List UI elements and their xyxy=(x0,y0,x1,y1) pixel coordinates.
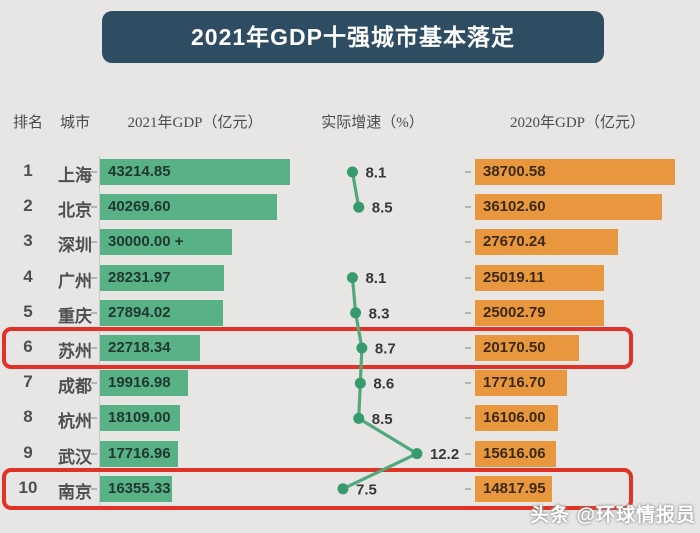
gdp2021-tick xyxy=(91,171,97,173)
growth-value-label: 8.5 xyxy=(372,200,393,217)
gdp2021-tick xyxy=(91,452,97,455)
growth-point xyxy=(353,412,365,424)
city-label: 北京 xyxy=(58,201,92,221)
rank-label: 9 xyxy=(23,442,33,462)
gdp2020-tick xyxy=(465,487,471,490)
gdp2021-tick xyxy=(91,276,97,279)
growth-value-label: 8.1 xyxy=(365,270,386,287)
city-label: 广州 xyxy=(58,271,92,291)
gdp2021-bar: 16355.33 xyxy=(100,475,172,502)
growth-value-label: 8.3 xyxy=(369,305,390,322)
gdp2020-bar: 25002.79 xyxy=(475,299,605,326)
gdp2021-tick xyxy=(91,206,97,209)
growth-value-label: 12.2 xyxy=(430,446,459,463)
gdp2021-bar: 40269.60 xyxy=(100,194,278,221)
city-label: 苏州 xyxy=(58,342,92,361)
gdp2020-bar: 15616.06 xyxy=(475,440,556,467)
rank-label: 6 xyxy=(23,337,33,356)
rank-label: 7 xyxy=(23,372,33,392)
gdp2021-tick xyxy=(91,241,97,244)
rank-label: 8 xyxy=(23,407,33,427)
gdp2020-bar: 38700.58 xyxy=(475,159,675,185)
watermark: 头条 @环球情报员 xyxy=(530,505,696,526)
page-title: 2021年GDP十强城市基本落定 xyxy=(102,11,604,63)
gdp2020-bar: 36102.60 xyxy=(475,194,662,221)
gdp2021-tick xyxy=(91,311,97,314)
rank-label: 1 xyxy=(23,161,33,180)
city-label: 上海 xyxy=(58,166,92,185)
gdp2021-bar: 18109.00 xyxy=(100,405,180,432)
gdp2020-tick xyxy=(465,206,471,209)
growth-line-chart: 8.1 8.5 8.1 8.3 8.7 8.6 8.5 12.2 7.5 xyxy=(337,165,459,498)
city-label: 南京 xyxy=(58,482,92,502)
gdp2020-tick xyxy=(465,311,471,314)
gdp2021-tick xyxy=(91,487,97,490)
gdp2021-tick xyxy=(91,382,97,385)
gdp2021-bar: 22718.34 xyxy=(100,335,200,361)
growth-value-label: 8.7 xyxy=(375,341,396,358)
city-label: 深圳 xyxy=(58,236,92,256)
growth-value-label: 7.5 xyxy=(356,481,377,498)
rank-label: 2 xyxy=(23,196,33,216)
growth-value-label: 8.1 xyxy=(365,165,386,182)
gdp2021-bar: 17716.96 xyxy=(100,440,178,467)
gdp2020-tick xyxy=(465,382,471,385)
gdp2020-tick xyxy=(465,171,471,173)
gdp2021-bar: 28231.97 xyxy=(100,264,225,291)
gdp2020-bar: 17716.70 xyxy=(475,370,567,397)
rank-label: 4 xyxy=(23,266,33,286)
growth-point xyxy=(346,166,358,178)
column-header-growth: 实际增速（%） xyxy=(321,115,424,131)
column-header-gdp2021: 2021年GDP（亿元） xyxy=(127,115,263,131)
gdp2020-bar: 14817.95 xyxy=(475,475,552,502)
gdp2020-tick xyxy=(465,241,471,244)
gdp2020-bar: 27670.24 xyxy=(475,229,618,256)
city-label: 重庆 xyxy=(58,306,92,326)
growth-point xyxy=(353,201,365,213)
gdp2021-axis-line xyxy=(99,156,100,506)
column-header-rank: 排名 xyxy=(12,115,43,131)
city-label: 成都 xyxy=(58,377,92,397)
growth-line-segment xyxy=(350,171,361,208)
city-label: 杭州 xyxy=(58,412,92,432)
gdp2021-bar: 43214.85 xyxy=(100,159,290,185)
gdp2020-tick xyxy=(465,276,471,279)
rank-label: 3 xyxy=(23,231,33,251)
growth-value-label: 8.5 xyxy=(372,411,393,428)
rank-label: 10 xyxy=(18,477,38,497)
growth-point xyxy=(350,307,362,319)
gdp2020-tick xyxy=(465,347,471,349)
gdp2020-bar: 25019.11 xyxy=(475,264,605,291)
highlight-box-rank-6 xyxy=(2,327,633,369)
growth-point xyxy=(337,483,349,495)
gdp2021-bar: 27894.02 xyxy=(100,299,223,326)
gdp2020-bar: 16106.00 xyxy=(475,405,559,432)
gdp2021-bar: 19916.98 xyxy=(100,370,188,397)
gdp2020-tick xyxy=(465,452,471,455)
growth-value-label: 8.6 xyxy=(373,376,394,393)
growth-point xyxy=(356,342,368,354)
gdp2021-bar: 30000.00 + xyxy=(100,229,232,256)
gdp2021-tick xyxy=(91,417,97,420)
gdp2021-tick xyxy=(91,347,97,349)
growth-point xyxy=(354,377,366,389)
gdp2020-tick xyxy=(465,417,471,420)
gdp2020-bar: 20170.50 xyxy=(475,335,580,361)
column-header-gdp2020: 2020年GDP（亿元） xyxy=(509,115,645,131)
column-header-city: 城市 xyxy=(59,115,90,131)
growth-point xyxy=(411,448,423,460)
highlight-box-rank-10 xyxy=(2,467,633,510)
rank-label: 5 xyxy=(23,301,33,321)
city-label: 武汉 xyxy=(58,447,92,467)
growth-point xyxy=(346,272,358,284)
